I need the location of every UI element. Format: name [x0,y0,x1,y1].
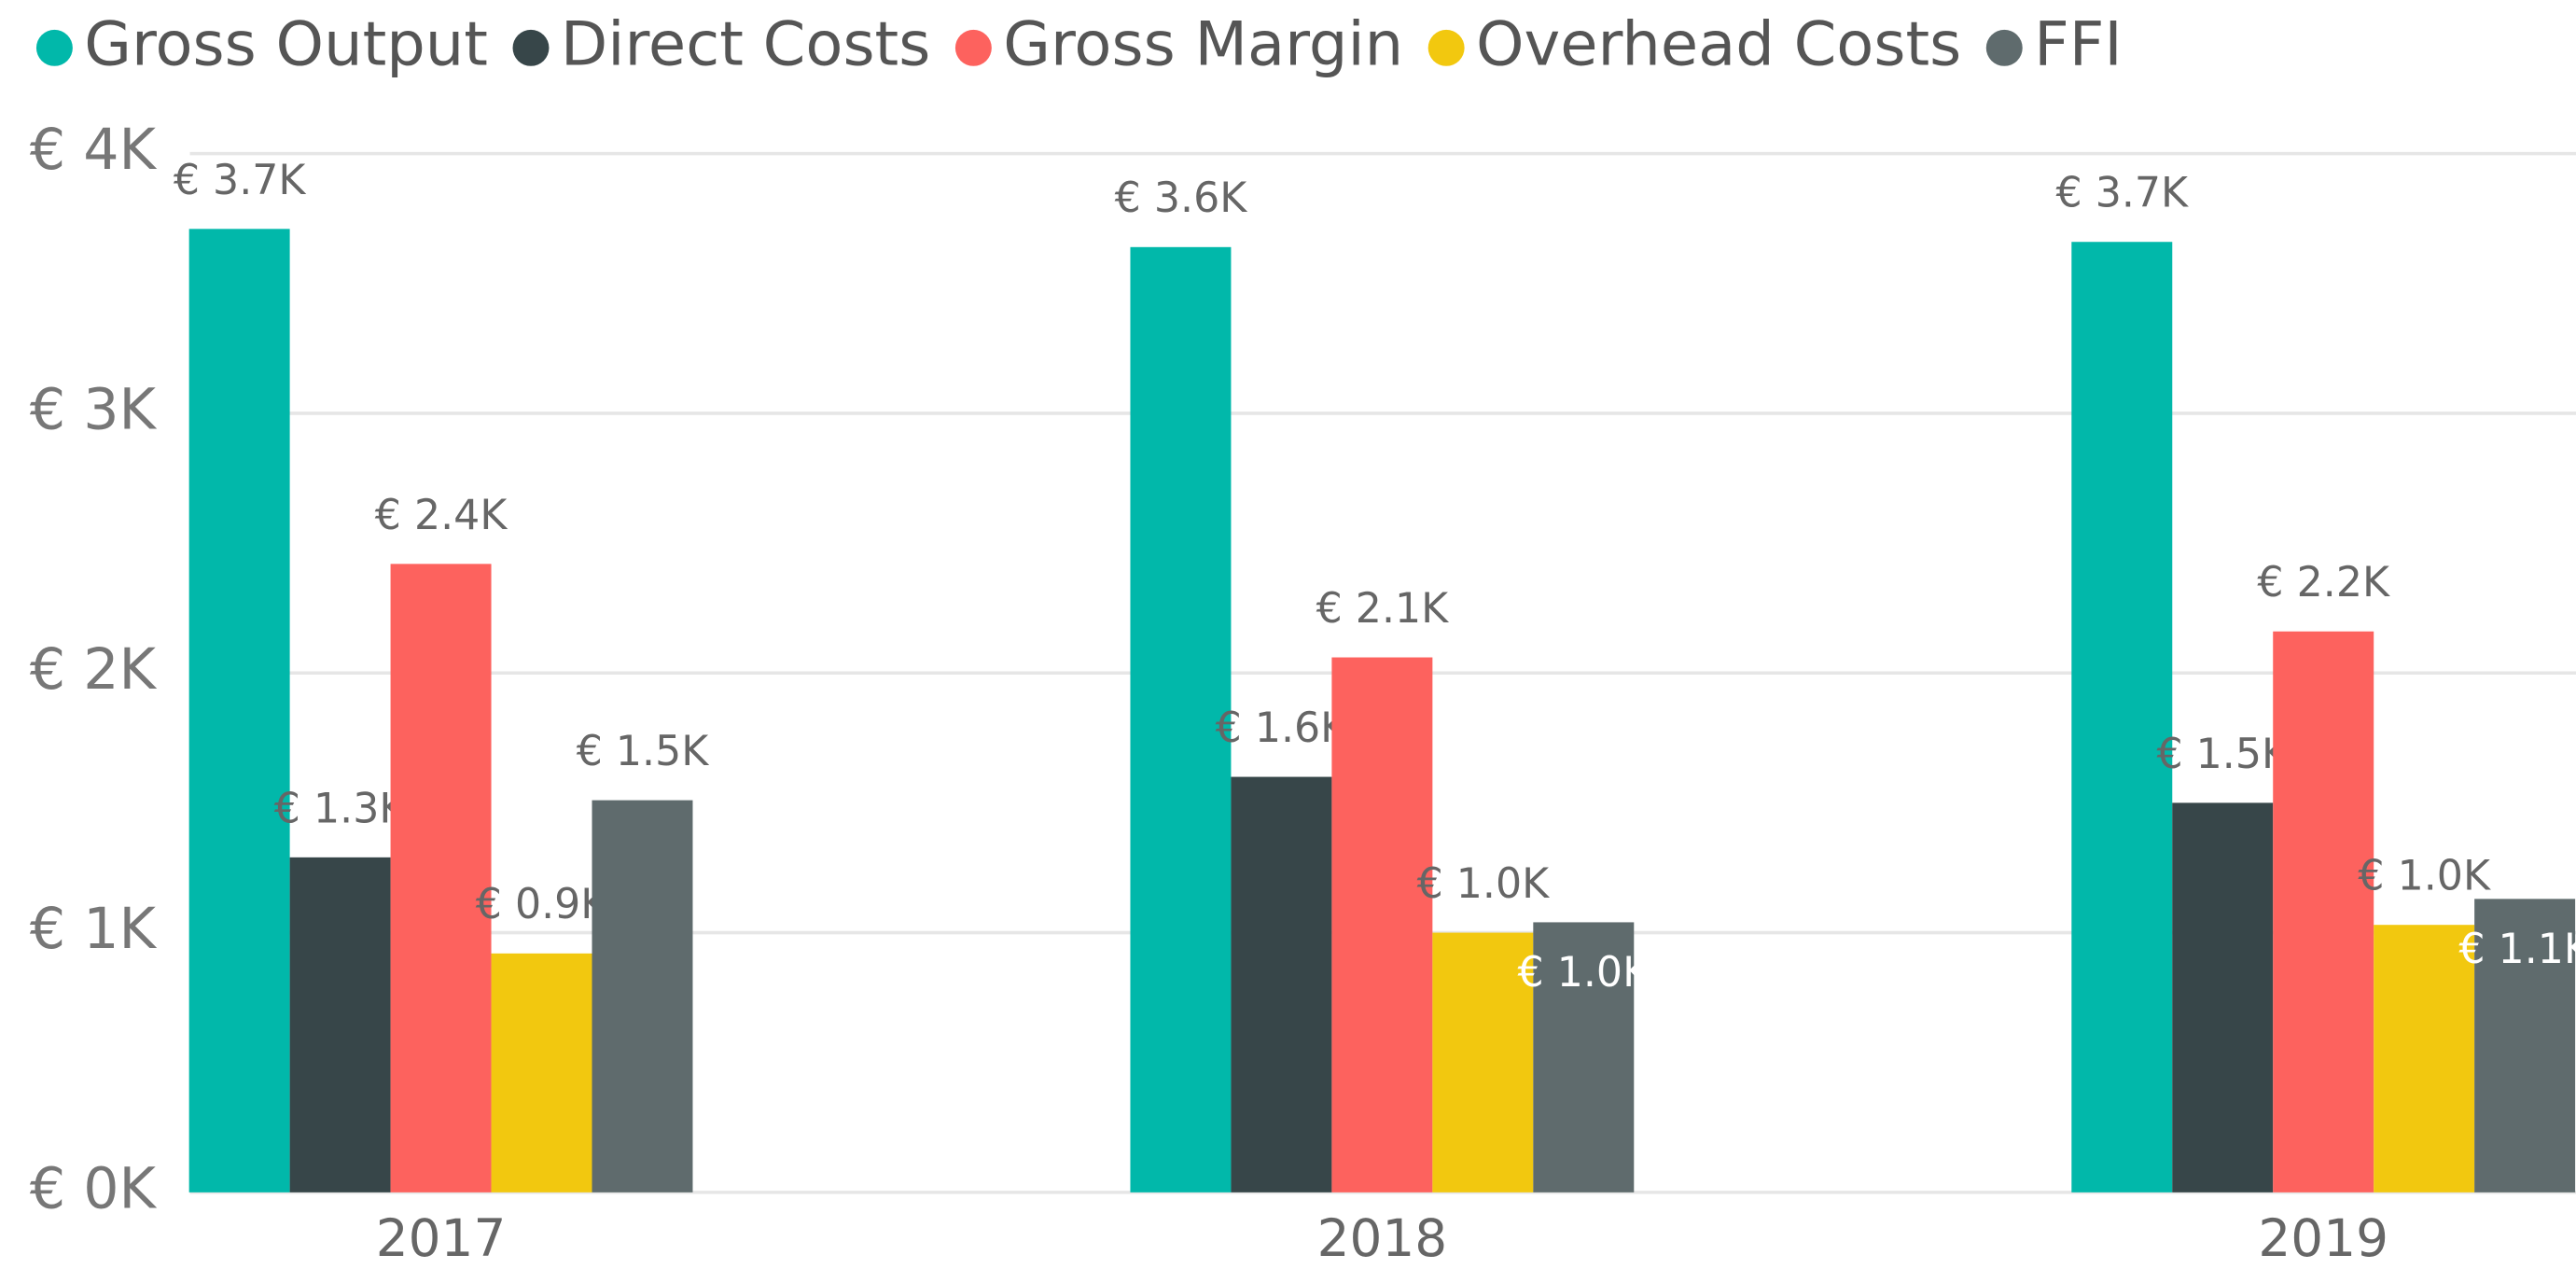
legend-label: FFI [2034,8,2123,79]
y-tick-label: € 1K [30,897,158,962]
data-label: € 1.0K [1518,949,1651,997]
data-label: € 1.1K [2458,926,2576,973]
data-label: € 0.9K [476,881,609,928]
x-tick-label: 2019 [2258,1208,2388,1268]
data-label: € 1.0K [2358,853,2491,900]
y-tick-label: € 2K [30,637,158,703]
legend-marker [35,29,73,66]
legend-marker [1427,29,1465,66]
bar [1331,657,1433,1192]
data-label: € 2.2K [2257,559,2390,607]
data-label: € 1.5K [577,728,710,775]
y-tick-label: € 3K [30,378,158,443]
bar [2474,899,2576,1192]
legend-marker [512,29,550,66]
bar [1432,932,1534,1192]
data-label: € 3.7K [174,157,307,204]
legend-marker [954,29,992,66]
bar [2071,242,2173,1192]
bar [1231,776,1332,1192]
data-label: € 3.7K [2056,170,2190,217]
data-label: € 1.3K [274,785,408,832]
legend-label: Overhead Costs [1476,8,1961,79]
data-label: € 2.1K [1316,585,1450,633]
y-tick-label: € 0K [30,1156,158,1221]
bar [2172,802,2274,1192]
y-tick-label: € 4K [30,118,158,183]
legend-marker [1985,29,2023,66]
bar [289,857,391,1192]
legend-label: Gross Output [84,8,488,79]
legend-label: Gross Margin [1003,8,1403,79]
bar [2374,925,2475,1192]
x-tick-label: 2018 [1317,1208,1448,1268]
data-label: € 3.6K [1115,174,1248,222]
data-label: € 1.0K [1417,860,1551,908]
bar [2273,631,2374,1192]
data-label: € 1.6K [1216,704,1349,752]
bar [491,953,592,1192]
bar [1130,246,1232,1192]
bar [592,800,693,1192]
data-label: € 2.4K [375,492,508,539]
legend-label: Direct Costs [561,8,931,79]
bar [1533,922,1635,1192]
data-label: € 1.5K [2156,731,2290,778]
bar [390,564,492,1192]
bar [188,229,290,1192]
x-tick-label: 2017 [376,1208,507,1268]
